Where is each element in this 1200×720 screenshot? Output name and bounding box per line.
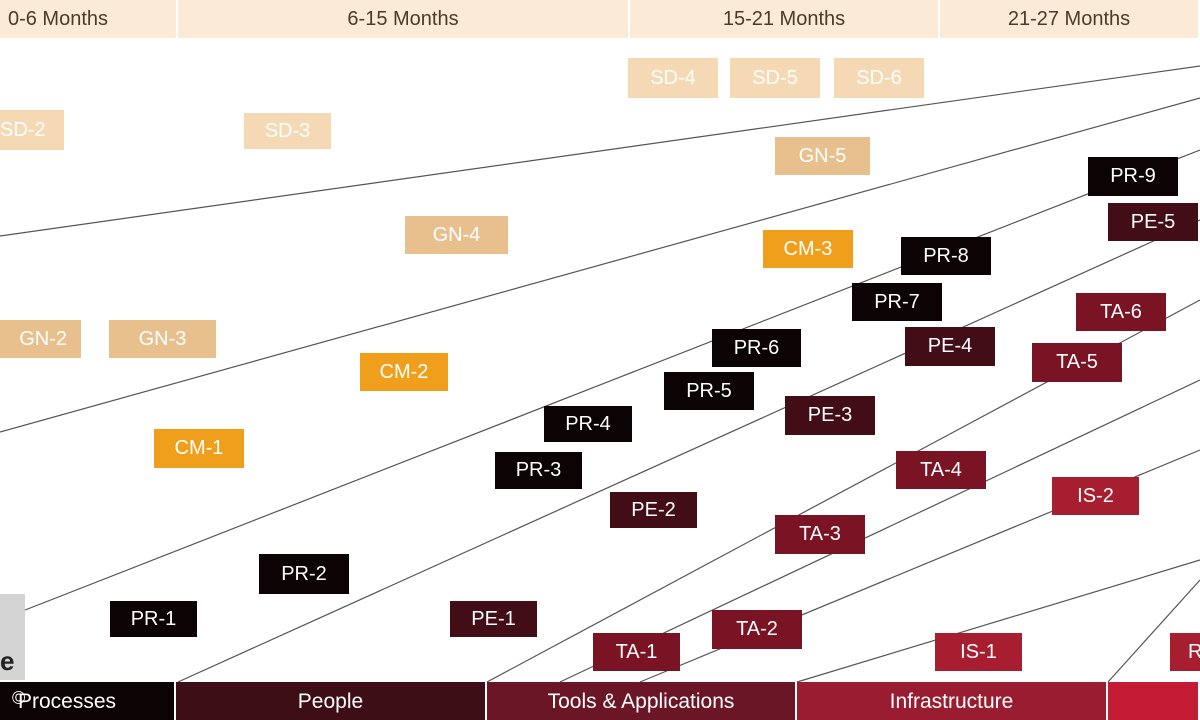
initiative-pe-4: PE-4: [905, 327, 995, 366]
initiative-pe-5: PE-5: [1108, 203, 1198, 241]
header-period-6-15: 6-15 Months: [178, 0, 630, 38]
timeline-header: 0-6 Months 6-15 Months 15-21 Months 21-2…: [0, 0, 1200, 40]
connector-line-4: [177, 219, 1200, 683]
initiative-sd-5: SD-5: [730, 58, 820, 98]
initiative-pr-4: PR-4: [544, 406, 632, 442]
initiative-is-1: IS-1: [935, 633, 1022, 671]
initiative-ta-4: TA-4: [896, 451, 986, 489]
initiative-pr-6: PR-6: [712, 329, 801, 367]
initiative-gn-2: GN-2: [0, 320, 81, 358]
footer-people: People: [176, 682, 487, 720]
connector-line-1: [0, 65, 1200, 237]
connector-line-6: [559, 379, 1200, 683]
initiative-ta-3: TA-3: [775, 515, 865, 554]
header-period-0-6: 0-6 Months: [0, 0, 178, 38]
initiative-sd-2: SD-2: [0, 110, 64, 150]
initiative-gn-3: GN-3: [109, 320, 216, 358]
initiative-cm-1: CM-1: [154, 429, 244, 468]
initiative-ta-2: TA-2: [712, 610, 802, 649]
category-footer: Processes People Tools & Applications In…: [0, 682, 1200, 720]
initiative-pr-1: PR-1: [110, 601, 197, 637]
connector-line-8: [796, 559, 1200, 683]
initiative-sd-6: SD-6: [834, 58, 924, 98]
footer-processes: Processes: [0, 682, 176, 720]
connector-line-9: [1107, 579, 1200, 683]
initiative-r: R: [1170, 633, 1200, 671]
initiative-cm-2: CM-2: [360, 353, 448, 391]
initiative-gn-4: GN-4: [405, 216, 508, 254]
copyright-symbol: ©: [12, 688, 26, 708]
initiative-pe-2: PE-2: [610, 492, 697, 528]
gray-side-tab: [0, 594, 25, 680]
connector-line-3: [19, 149, 1200, 613]
initiative-gn-5: GN-5: [775, 137, 870, 175]
initiative-pr-8: PR-8: [901, 237, 991, 275]
initiative-pr-7: PR-7: [852, 283, 942, 321]
footer-last-category: [1108, 682, 1200, 720]
initiative-sd-3: SD-3: [244, 113, 331, 149]
gray-tab-letter: e: [0, 646, 15, 676]
header-period-15-21: 15-21 Months: [630, 0, 940, 38]
header-period-21-27: 21-27 Months: [940, 0, 1200, 38]
initiative-ta-6: TA-6: [1076, 293, 1166, 331]
footer-tools-applications: Tools & Applications: [487, 682, 797, 720]
initiative-ta-1: TA-1: [593, 633, 680, 671]
initiative-cm-3: CM-3: [763, 230, 853, 268]
initiative-pr-2: PR-2: [259, 554, 349, 594]
connector-line-2: [0, 97, 1200, 433]
initiative-pr-3: PR-3: [495, 452, 582, 489]
initiative-ta-5: TA-5: [1032, 343, 1122, 382]
initiative-is-2: IS-2: [1052, 477, 1139, 515]
footer-infrastructure: Infrastructure: [797, 682, 1108, 720]
initiative-pr-9: PR-9: [1088, 157, 1178, 196]
initiative-pe-1: PE-1: [450, 601, 537, 637]
initiative-pr-5: PR-5: [664, 372, 754, 410]
initiative-sd-4: SD-4: [628, 58, 718, 98]
initiative-pe-3: PE-3: [785, 396, 875, 435]
